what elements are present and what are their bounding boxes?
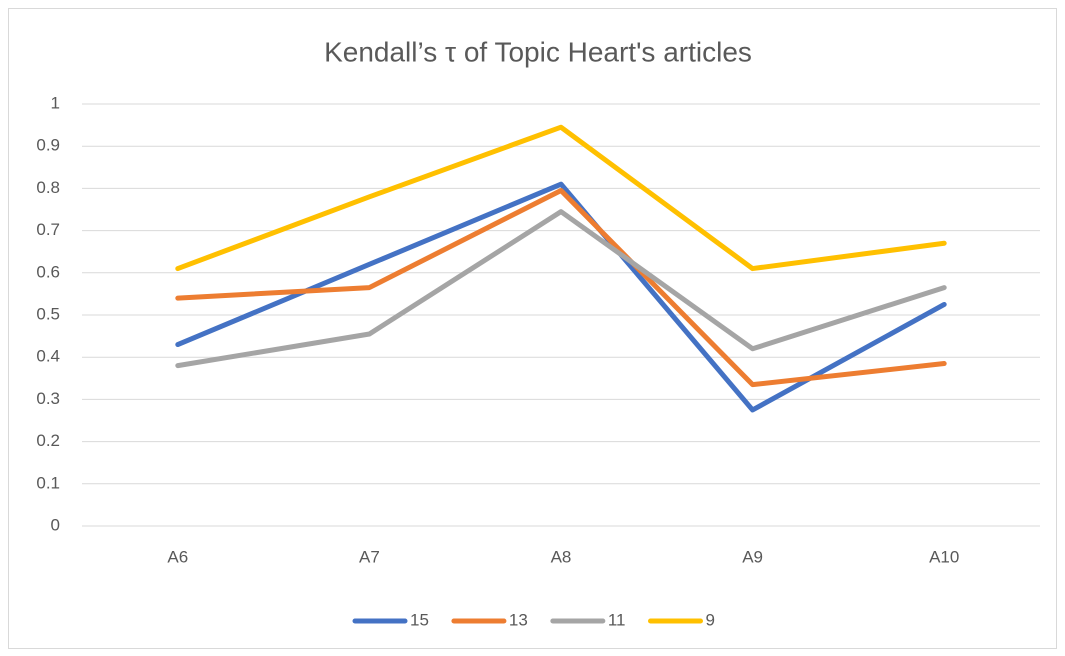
y-tick-label: 0.9 [36, 136, 60, 155]
y-tick-label: 0.6 [36, 262, 60, 281]
chart-title: Kendall’s τ of Topic Heart's articles [324, 36, 752, 67]
series-line [175, 124, 947, 272]
y-tick-label: 0.4 [36, 347, 60, 366]
x-tick-label: A10 [929, 547, 959, 566]
y-tick-label: 0.8 [36, 178, 60, 197]
legend-label: 13 [509, 610, 528, 629]
y-tick-label: 0 [51, 515, 60, 534]
x-tick-label: A9 [742, 547, 763, 566]
x-tick-label: A6 [167, 547, 188, 566]
legend-label: 11 [608, 610, 626, 629]
x-tick-label: A7 [359, 547, 380, 566]
x-tick-label: A8 [551, 547, 572, 566]
y-tick-label: 0.3 [36, 389, 60, 408]
legend-label: 9 [706, 610, 715, 629]
series-line [175, 188, 947, 388]
y-tick-label: 0.7 [36, 220, 60, 239]
y-tick-label: 0.2 [36, 431, 60, 450]
chart-frame [8, 8, 1057, 649]
legend-label: 15 [410, 610, 429, 629]
y-tick-label: 0.1 [36, 473, 60, 492]
y-tick-label: 0.5 [36, 304, 60, 323]
y-tick-label: 1 [51, 93, 60, 112]
series-line [175, 209, 947, 369]
